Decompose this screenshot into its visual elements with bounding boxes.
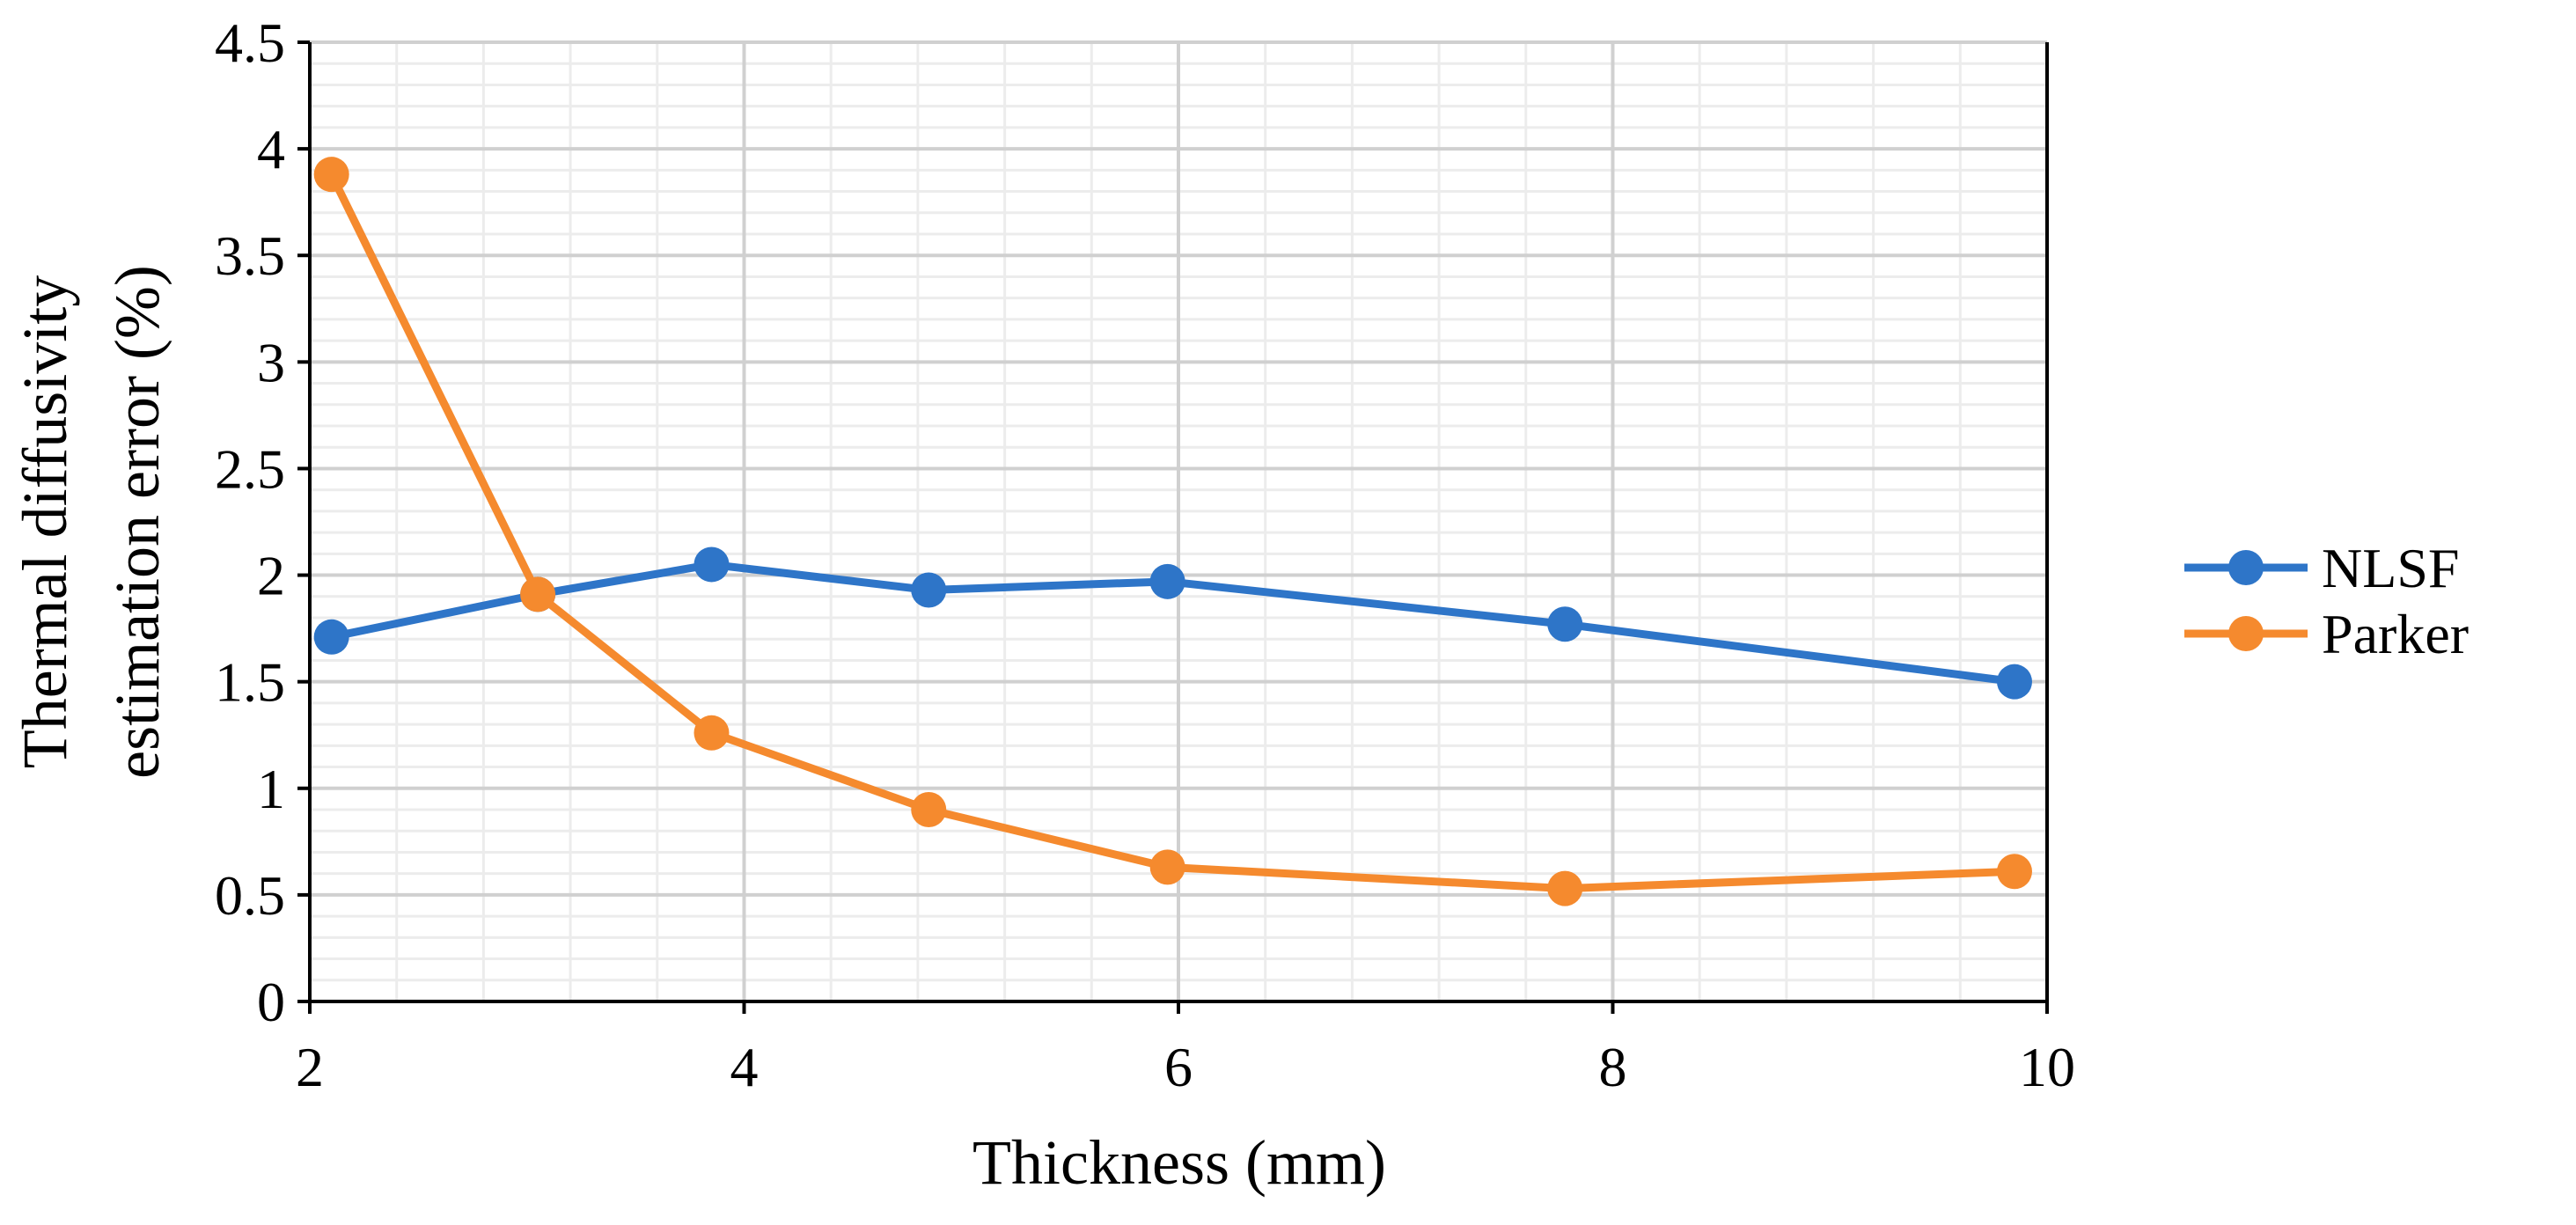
legend-item-nlsf: NLSF [2184, 537, 2460, 599]
data-point-nlsf [911, 572, 947, 608]
x-tick-label: 8 [1599, 1036, 1627, 1098]
legend-label: NLSF [2322, 537, 2460, 599]
y-axis-title-line-1-text: Thermal diffusivity [10, 275, 80, 769]
x-tick-label: 4 [730, 1036, 759, 1098]
y-tick-label: 0.5 [215, 864, 285, 927]
y-tick-label: 3 [257, 331, 285, 393]
y-axis-title-group: Thermal diffusivity estimation error (%) [10, 265, 172, 779]
x-tick-label: 10 [2019, 1036, 2075, 1098]
data-point-parker [911, 792, 947, 827]
data-point-nlsf [1547, 606, 1583, 642]
x-tick-labels: 2 4 6 8 10 [296, 1001, 2075, 1098]
y-tick-labels: 0 0.5 1 1.5 2 2.5 3 3.5 4 4.5 [215, 11, 310, 1033]
grid [308, 40, 2049, 1003]
data-point-parker [1149, 849, 1185, 885]
legend-marker [2228, 616, 2264, 651]
data-point-parker [1547, 870, 1583, 906]
y-tick-label: 4.5 [215, 11, 285, 74]
y-tick-label: 1.5 [215, 651, 285, 714]
data-point-nlsf [694, 546, 730, 583]
data-point-parker [313, 157, 349, 193]
data-point-parker [1996, 854, 2032, 890]
series [313, 157, 2032, 906]
y-axis-title-line-2-text: estimation error (%) [102, 265, 172, 779]
y-tick-label: 1 [257, 758, 285, 820]
y-tick-label: 4 [257, 118, 285, 180]
data-point-nlsf [313, 619, 349, 655]
x-tick-label: 2 [296, 1036, 324, 1098]
legend-item-parker: Parker [2184, 603, 2469, 665]
data-point-parker [694, 715, 730, 751]
data-point-parker [520, 576, 556, 612]
legend-marker [2228, 550, 2264, 585]
y-tick-label: 3.5 [215, 224, 285, 287]
x-axis-title: Thickness (mm) [972, 1127, 1386, 1198]
data-point-nlsf [1149, 563, 1185, 599]
x-tick-label: 6 [1164, 1036, 1193, 1098]
y-tick-label: 2 [257, 545, 285, 607]
y-tick-label: 0 [257, 971, 285, 1033]
y-tick-label: 2.5 [215, 437, 285, 500]
series-parker [313, 157, 2032, 906]
data-point-nlsf [1996, 664, 2032, 700]
legend-label: Parker [2322, 603, 2469, 665]
